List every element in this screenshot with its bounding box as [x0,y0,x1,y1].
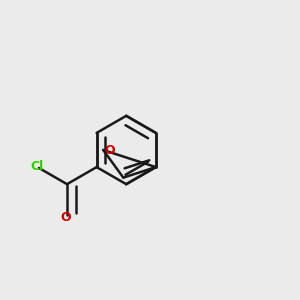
Text: O: O [60,211,71,224]
Text: Cl: Cl [30,160,43,173]
Text: O: O [104,143,115,157]
